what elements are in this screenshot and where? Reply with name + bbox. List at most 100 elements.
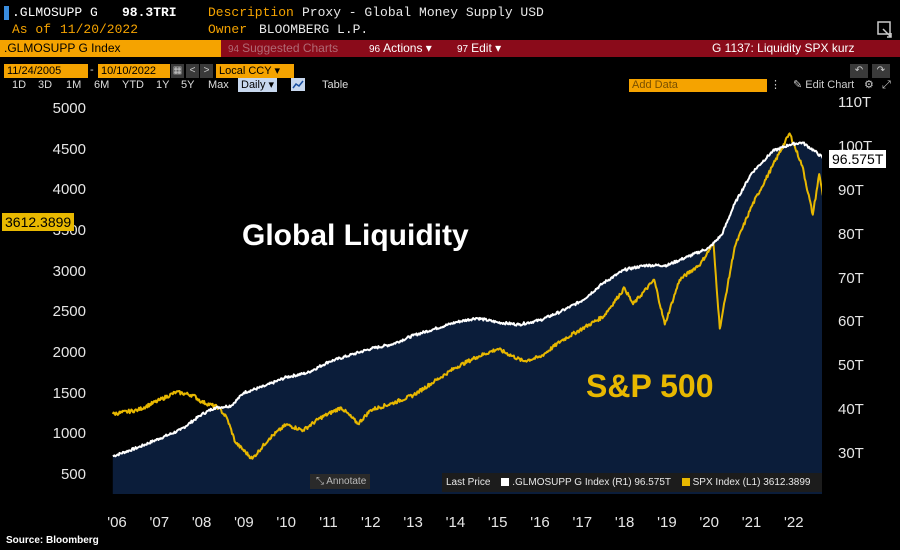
range-button-3d[interactable]: 3D (38, 79, 53, 91)
add-data-input[interactable]: Add Data (629, 79, 767, 92)
x-axis-tick: '22 (784, 514, 804, 531)
left-axis-tick: 2000 (52, 344, 86, 361)
left-axis-tick: 4000 (52, 181, 86, 199)
spx-last-price-tag: 3612.3899 (2, 213, 75, 231)
dropdown-icon[interactable]: ⋮ (770, 79, 781, 91)
x-axis-tick: '11 (319, 514, 338, 531)
left-axis-tick: 1500 (52, 384, 86, 402)
right-axis-tick: 110T (838, 94, 872, 111)
owner-label: Owner (208, 22, 248, 37)
x-axis-tick: '07 (149, 514, 170, 531)
range-button-6m[interactable]: 6M (94, 79, 110, 91)
next-arrow-icon[interactable]: > (200, 64, 213, 78)
edit-menu[interactable]: 97 Edit ▾ (457, 41, 501, 55)
currency-select[interactable]: Local CCY ▾ (216, 64, 294, 78)
zoom-icon[interactable]: ⤢ (882, 79, 891, 91)
left-axis-tick: 4500 (52, 140, 86, 158)
range-button-max[interactable]: Max (208, 79, 229, 91)
left-axis-tick: 500 (60, 466, 86, 483)
edit-chart-label: Edit Chart (805, 79, 855, 91)
x-axis-tick: '06 (107, 514, 127, 531)
x-axis-tick: '09 (234, 514, 254, 531)
x-axis-tick: '20 (699, 514, 719, 531)
asof-label: As of (12, 22, 52, 37)
liquidity-area (112, 142, 828, 494)
right-axis-tick: 50T (838, 357, 864, 375)
chart-area[interactable] (91, 96, 829, 494)
range-button-1d[interactable]: 1D (12, 79, 27, 91)
undo-icon[interactable]: ↶ (850, 64, 868, 78)
x-axis-tick: '12 (361, 514, 381, 531)
liquidity-label: Global Liquidity (242, 219, 469, 252)
right-axis-tick: 90T (838, 181, 864, 199)
right-axis-tick: 80T (838, 225, 864, 243)
actions-num: 96 (369, 44, 381, 55)
spx-label: S&P 500 (586, 368, 714, 404)
chart-type-icon[interactable] (291, 78, 305, 91)
x-axis-tick: '18 (614, 514, 635, 531)
ticker-marker (4, 6, 9, 20)
date-dash: - (90, 64, 94, 76)
right-axis-tick: 30T (838, 445, 864, 462)
right-axis-tick: 60T (838, 313, 864, 331)
x-axis-tick: '08 (191, 514, 212, 531)
interval-select[interactable]: Daily ▾ (238, 78, 278, 92)
spx-line (111, 132, 829, 460)
x-axis-tick: '10 (276, 514, 296, 531)
source-note: Source: Bloomberg (6, 535, 99, 546)
edit-chart-button[interactable]: ✎ Edit Chart (793, 79, 855, 91)
description-label: Description (208, 5, 294, 20)
actions-label: Actions ▾ (383, 41, 432, 55)
ticker-value: 98.3TRI (122, 5, 177, 20)
range-button-1y[interactable]: 1Y (156, 79, 170, 91)
legend: Last Price .GLMOSUPP G Index (R1) 96.575… (442, 473, 822, 492)
suggested-label: Suggested Charts (242, 41, 339, 55)
popout-icon[interactable] (876, 20, 894, 38)
edit-num: 97 (457, 44, 469, 55)
legend-swatch-liquidity (501, 478, 510, 487)
range-button-1m[interactable]: 1M (66, 79, 82, 91)
start-date-input[interactable]: 11/24/2005 (4, 64, 88, 78)
left-axis-tick: 3000 (52, 262, 86, 280)
description-text: Proxy - Global Money Supply USD (302, 5, 544, 20)
settings-icon[interactable]: ⚙ (864, 79, 874, 91)
legend-liquidity: .GLMOSUPP G Index (R1) 96.575T (512, 477, 671, 488)
legend-title: Last Price (446, 477, 491, 488)
suggested-charts-menu[interactable]: 94 Suggested Charts (228, 41, 338, 55)
chart-title: G 1137: Liquidity SPX kurz (712, 41, 855, 55)
left-axis-tick: 2500 (52, 303, 86, 321)
currency-label: Local CCY (219, 65, 272, 77)
annotate-button[interactable]: ⤡ Annotate (310, 474, 370, 489)
right-axis-tick: 70T (838, 269, 864, 287)
prev-arrow-icon[interactable]: < (186, 64, 199, 78)
suggested-num: 94 (228, 44, 240, 55)
end-date-input[interactable]: 10/10/2022 (98, 64, 170, 78)
x-axis-tick: '17 (572, 514, 593, 531)
asof-date: 11/20/2022 (60, 22, 139, 37)
range-button-ytd[interactable]: YTD (122, 79, 144, 91)
left-axis-tick: 5000 (52, 100, 86, 117)
liquidity-line (112, 141, 829, 458)
x-axis-tick: '13 (403, 514, 423, 531)
annotate-label: Annotate (326, 476, 367, 487)
ticker[interactable]: .GLMOSUPP G (12, 5, 98, 20)
legend-swatch-spx (681, 478, 690, 487)
redo-icon[interactable]: ↷ (872, 64, 890, 78)
menu-bar (0, 40, 900, 57)
x-axis-tick: '16 (530, 514, 550, 531)
x-axis-tick: '21 (741, 514, 762, 531)
liquidity-last-price-tag: 96.575T (829, 150, 887, 168)
chart-svg (111, 132, 829, 494)
left-axis-tick: 1000 (52, 425, 86, 443)
x-axis-tick: '19 (657, 514, 677, 531)
table-button[interactable]: Table (322, 79, 349, 91)
security-tab[interactable]: .GLMOSUPP G Index (0, 40, 221, 57)
owner-text: BLOOMBERG L.P. (259, 22, 369, 37)
right-axis-tick: 40T (838, 401, 864, 419)
actions-menu[interactable]: 96 Actions ▾ (369, 41, 432, 55)
x-axis-tick: '14 (445, 514, 466, 531)
calendar-icon[interactable]: ▦ (171, 64, 184, 78)
x-axis-tick: '15 (487, 514, 508, 531)
edit-label: Edit ▾ (471, 41, 502, 55)
range-button-5y[interactable]: 5Y (181, 79, 195, 91)
